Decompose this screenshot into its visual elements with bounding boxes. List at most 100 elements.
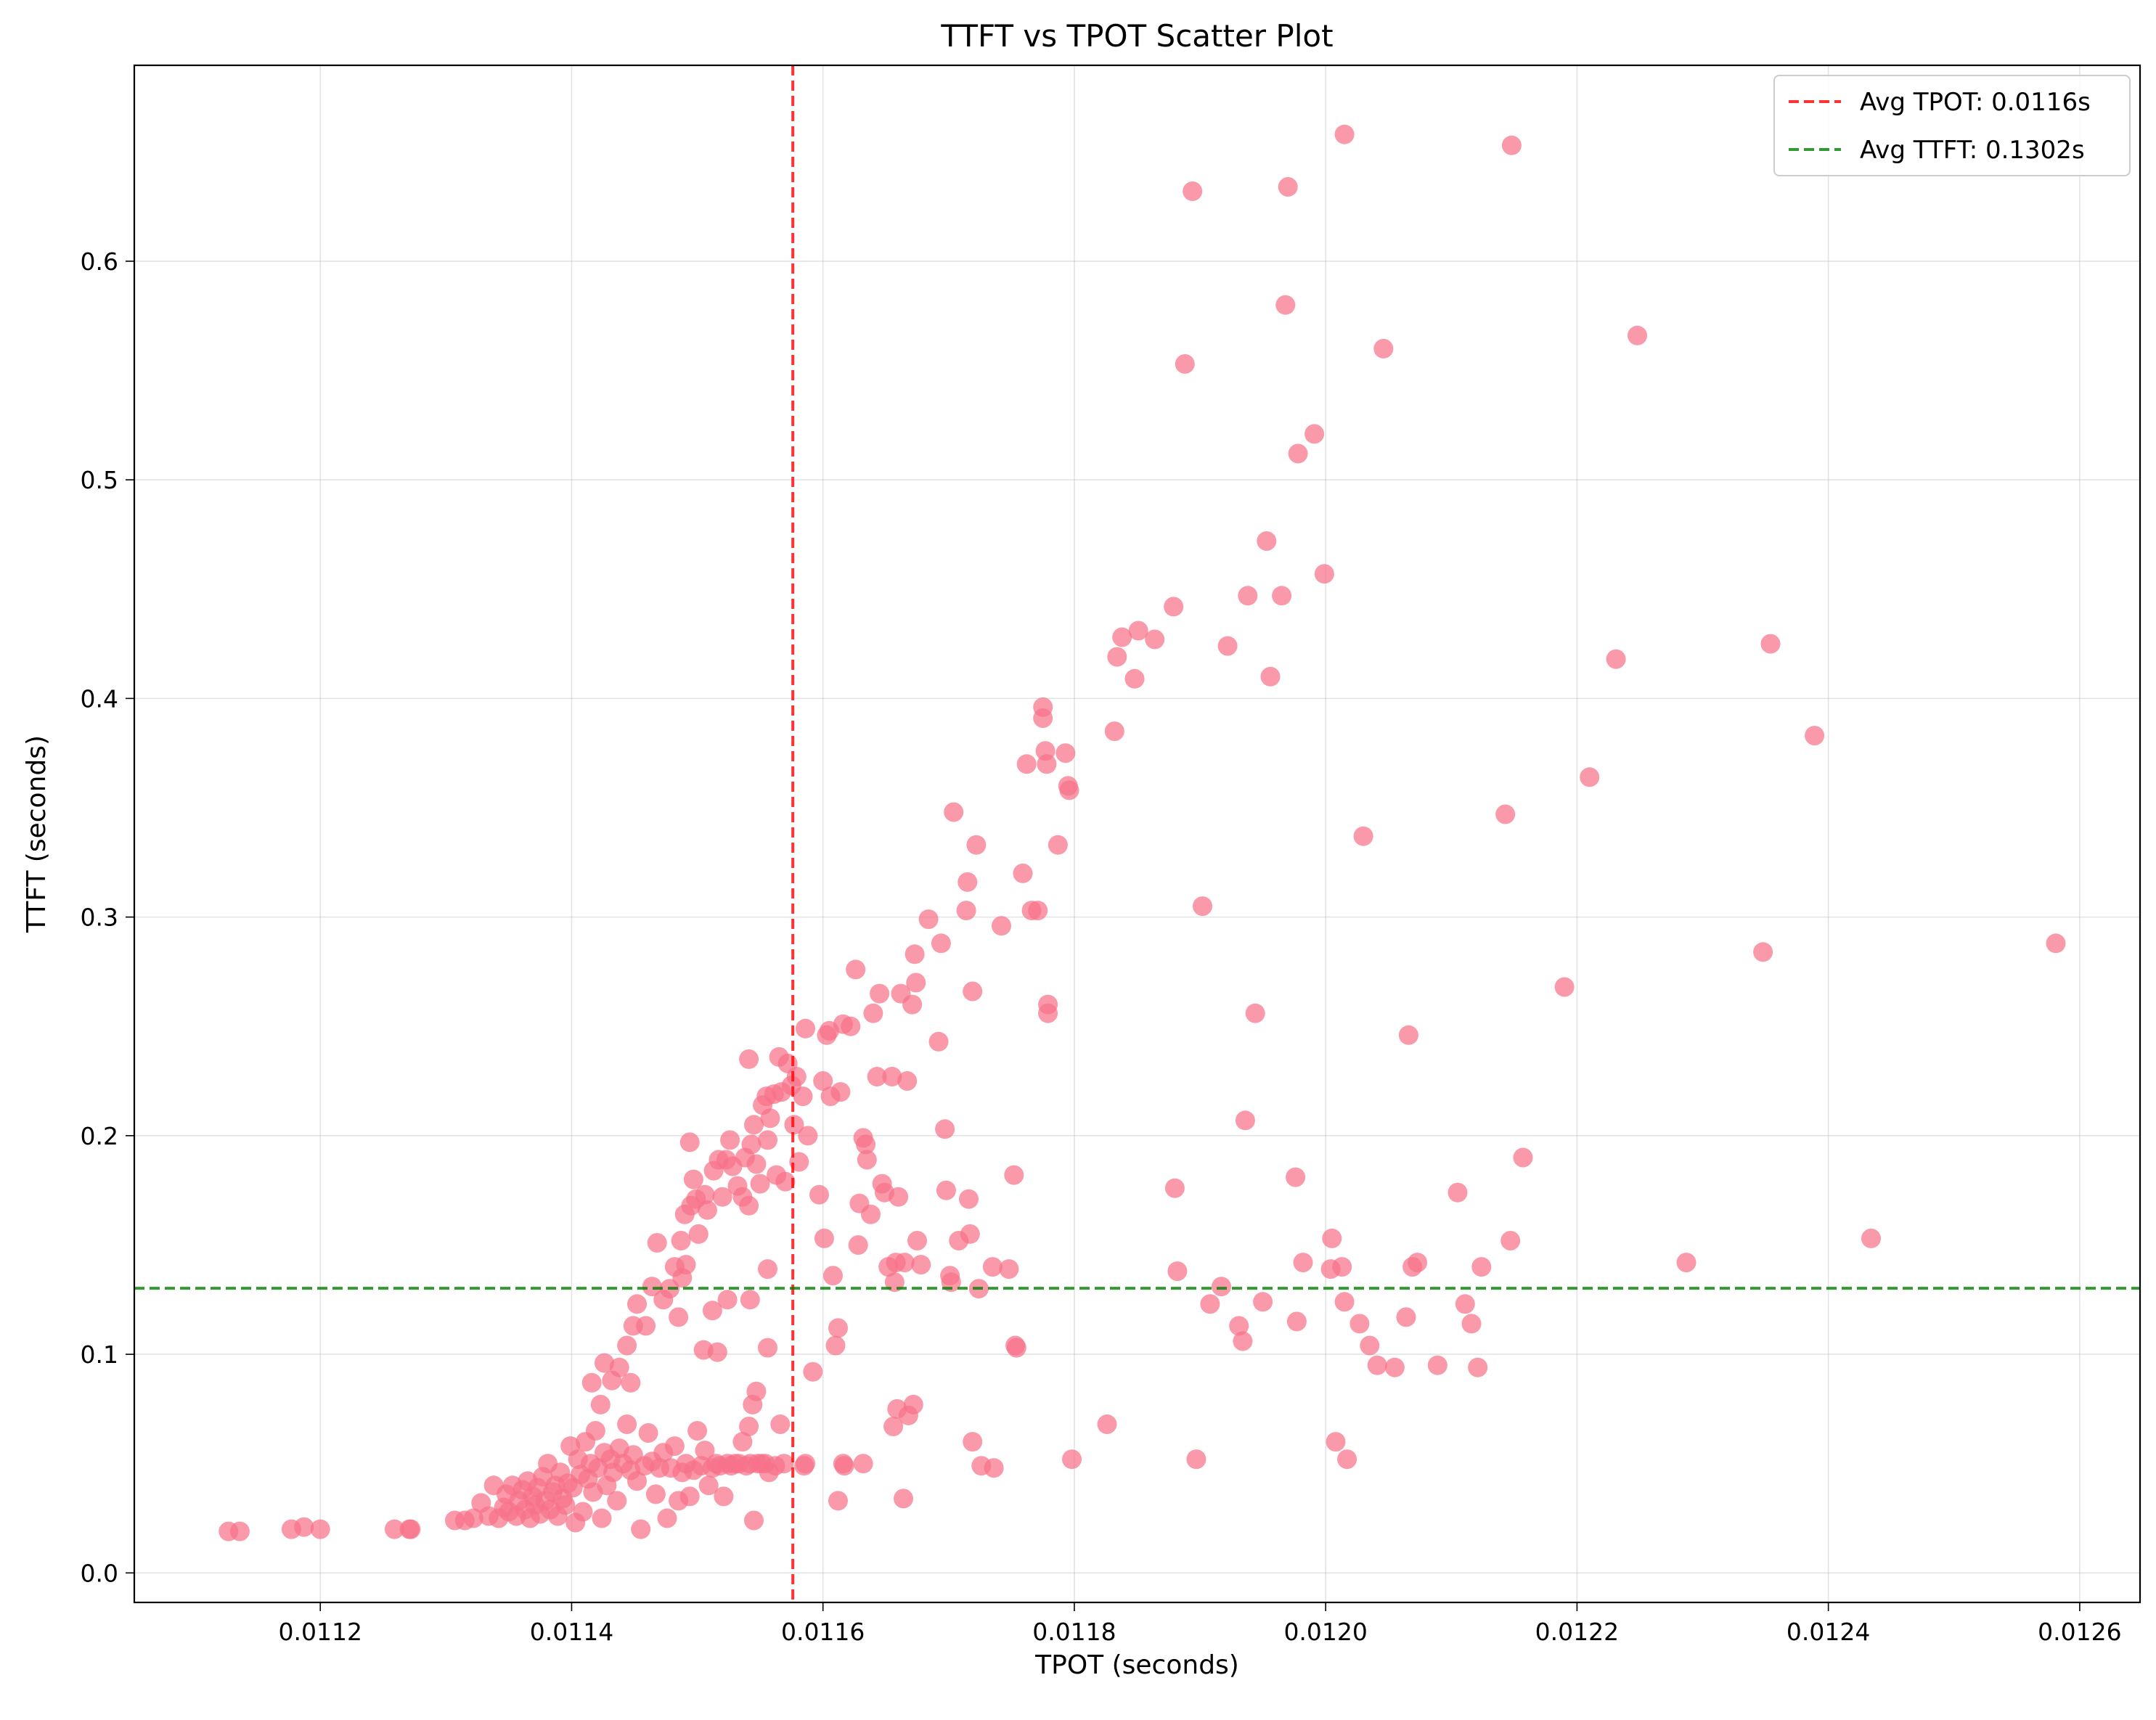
data-point	[889, 1187, 909, 1207]
data-point	[695, 1184, 715, 1205]
data-point	[957, 872, 978, 892]
x-tick-label-0-0126: 0.0126	[2038, 1618, 2121, 1646]
data-point	[750, 1174, 770, 1194]
data-point	[982, 1257, 1003, 1277]
data-point	[883, 1417, 904, 1436]
data-point	[1334, 1292, 1355, 1312]
x-axis-label: TPOT (seconds)	[1034, 1650, 1239, 1680]
data-point	[928, 1031, 949, 1052]
data-point	[1164, 1178, 1185, 1198]
data-point	[1112, 627, 1132, 647]
data-point	[1326, 1432, 1346, 1452]
data-point	[813, 1071, 833, 1091]
data-point	[999, 1259, 1019, 1279]
data-point	[803, 1361, 823, 1382]
data-point	[1272, 586, 1292, 606]
data-point	[870, 983, 890, 1004]
data-point	[963, 1432, 983, 1452]
data-point	[857, 1150, 877, 1170]
data-point	[1427, 1355, 1447, 1375]
data-point	[796, 1454, 815, 1474]
data-point	[1200, 1294, 1220, 1314]
data-point	[664, 1436, 685, 1457]
data-point	[992, 916, 1011, 936]
data-point	[758, 1130, 777, 1150]
data-point	[714, 1486, 734, 1507]
data-point	[867, 1067, 887, 1086]
data-point	[679, 1486, 700, 1507]
data-point	[707, 1342, 727, 1362]
x-tick-label-0-0118: 0.0118	[1032, 1618, 1116, 1646]
data-point	[1104, 721, 1124, 742]
data-point	[1760, 634, 1781, 654]
data-point	[310, 1519, 330, 1539]
data-point	[966, 835, 987, 855]
data-point	[739, 1195, 759, 1216]
data-point	[401, 1519, 421, 1539]
data-point	[1235, 1110, 1255, 1131]
data-point	[959, 1189, 979, 1209]
data-point	[1062, 1449, 1082, 1470]
data-point	[1257, 531, 1277, 551]
data-point	[702, 1301, 722, 1321]
legend-box	[1773, 75, 2131, 176]
data-point	[786, 1067, 807, 1086]
data-point	[1033, 708, 1053, 728]
legend-label-avg-ttft: Avg TTFT: 0.1302s	[1860, 136, 2085, 165]
data-point	[1059, 780, 1079, 800]
data-point	[796, 1018, 815, 1039]
data-point	[758, 1259, 777, 1279]
data-point	[676, 1255, 696, 1275]
data-point	[1554, 977, 1575, 997]
data-point	[647, 1233, 667, 1253]
data-point	[581, 1372, 602, 1393]
data-point	[698, 1475, 719, 1496]
data-point	[1028, 901, 1048, 921]
data-point	[638, 1423, 658, 1443]
data-point	[894, 1488, 913, 1509]
data-point	[1753, 942, 1773, 962]
y-tick-label-0-6: 0.6	[81, 247, 118, 276]
data-point	[1229, 1316, 1249, 1336]
data-point	[1501, 135, 1522, 155]
data-point	[671, 1231, 691, 1250]
data-point	[743, 1394, 763, 1414]
data-point	[814, 1228, 834, 1248]
data-point	[1337, 1449, 1357, 1470]
data-point	[1124, 668, 1145, 689]
data-point	[384, 1519, 404, 1539]
data-point	[697, 1200, 717, 1220]
data-point	[592, 1508, 612, 1528]
data-point	[1676, 1253, 1696, 1273]
data-point	[887, 1398, 907, 1419]
data-point	[907, 1231, 927, 1250]
data-point	[687, 1421, 708, 1441]
data-point	[863, 1003, 883, 1023]
data-point	[595, 1353, 614, 1373]
data-point	[1016, 754, 1037, 774]
data-point	[607, 1491, 627, 1511]
data-point	[717, 1290, 738, 1310]
data-point	[1468, 1357, 1488, 1377]
legend-label-avg-tpot: Avg TPOT: 0.0116s	[1860, 88, 2091, 117]
y-tick-label-0-0: 0.0	[81, 1559, 118, 1587]
data-point	[1183, 181, 1203, 201]
data-point	[1164, 597, 1184, 617]
data-point	[294, 1517, 314, 1537]
x-tick-label-0-0120: 0.0120	[1283, 1618, 1367, 1646]
data-point	[1500, 1231, 1521, 1250]
data-point	[555, 1495, 576, 1515]
x-tick-label-0-0116: 0.0116	[781, 1618, 865, 1646]
data-point	[1447, 1182, 1468, 1203]
data-point	[720, 1130, 740, 1150]
data-point	[744, 1115, 764, 1135]
y-tick-label-0-2: 0.2	[81, 1122, 118, 1150]
data-point	[636, 1316, 656, 1336]
data-point	[1360, 1335, 1380, 1356]
data-point	[936, 1180, 956, 1200]
data-point	[1293, 1253, 1313, 1273]
data-point	[683, 1169, 703, 1189]
data-point	[775, 1171, 796, 1192]
data-point	[1275, 295, 1296, 315]
